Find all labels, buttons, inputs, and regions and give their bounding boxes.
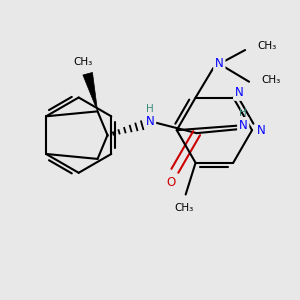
Text: N: N [215,57,224,70]
Text: CH₃: CH₃ [257,41,276,51]
Text: CH₃: CH₃ [73,57,92,67]
Text: N: N [235,86,244,99]
Text: H: H [239,108,247,118]
Text: N: N [256,124,265,137]
Text: CH₃: CH₃ [261,75,280,85]
Text: H: H [146,104,154,114]
Text: O: O [166,176,176,189]
Text: CH₃: CH₃ [174,203,193,213]
Text: N: N [239,119,248,132]
Text: N: N [146,115,154,128]
Polygon shape [83,73,98,111]
